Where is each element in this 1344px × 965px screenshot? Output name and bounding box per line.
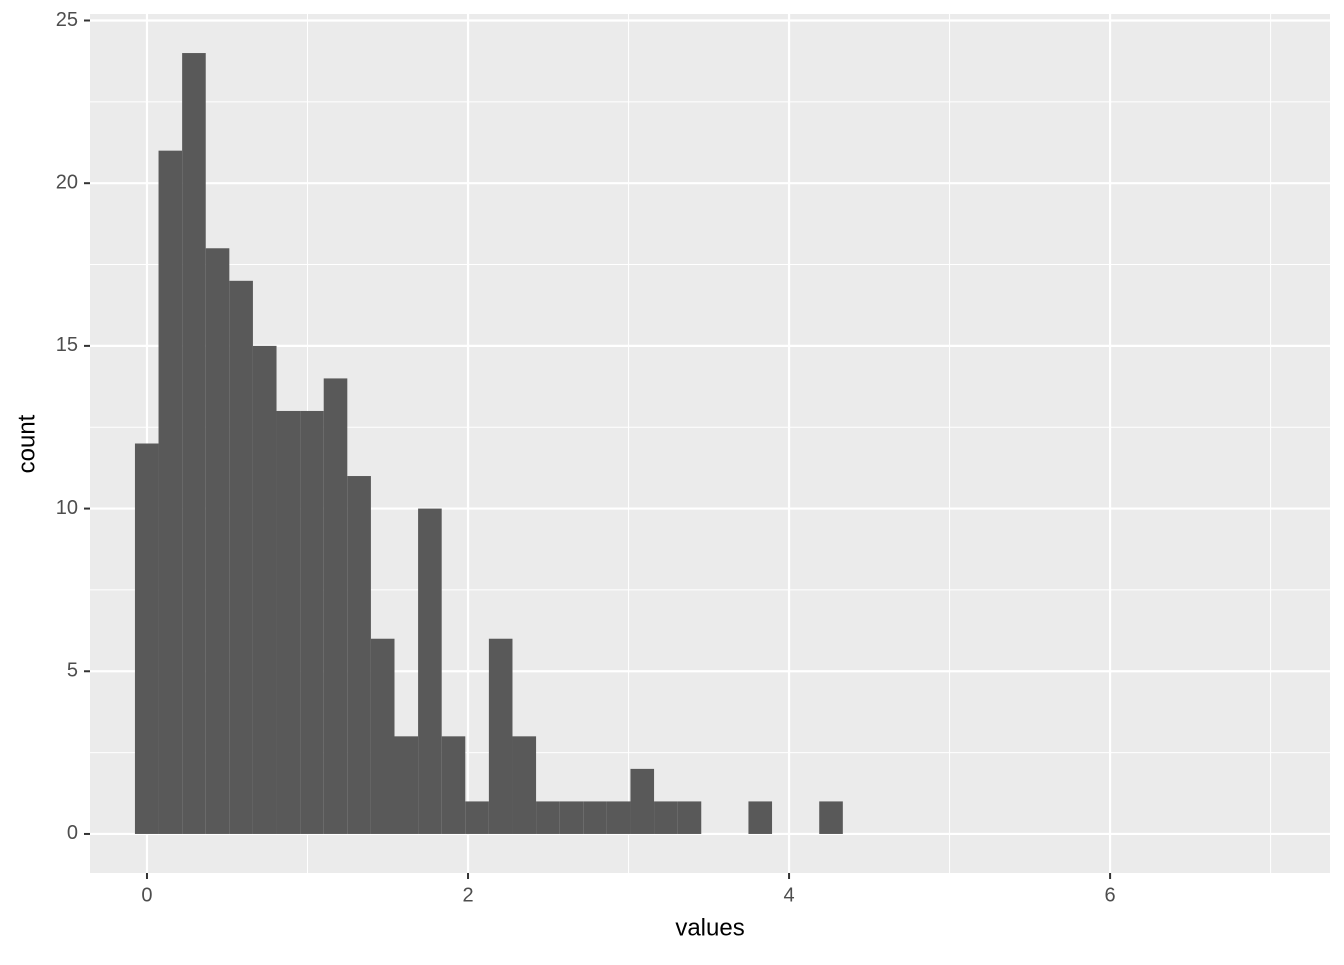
bar [158,150,183,834]
bar [252,345,277,834]
bar [276,410,301,834]
bar [347,476,371,834]
x-tick-label: 2 [462,884,473,906]
bar [418,508,442,834]
bar [323,378,348,834]
bar [441,736,466,834]
axes: 0 2 4 6 0 5 10 15 20 25 [56,9,1116,906]
y-tick-label: 5 [67,660,78,682]
bar [229,280,253,834]
bar [606,801,631,834]
bar [370,638,395,834]
bars [134,53,843,834]
bar [583,801,607,834]
bar [134,443,159,834]
x-tick-label: 6 [1105,884,1116,906]
bar [654,801,678,834]
bar [465,801,489,834]
x-tick-label: 4 [783,884,794,906]
y-tick-label: 0 [67,822,78,844]
x-axis-title: values [675,914,744,941]
bar [182,53,206,834]
bar [512,736,537,834]
bar [748,801,773,834]
bar [205,248,230,834]
y-tick-label: 10 [56,497,78,519]
y-axis-title: count [13,414,40,473]
bar [677,801,702,834]
bar [630,768,655,834]
bar [536,801,560,834]
bar [488,638,513,834]
bar [819,801,843,834]
y-tick-label: 15 [56,334,78,356]
bar [394,736,419,834]
bar [300,410,324,834]
x-tick-label: 0 [141,884,152,906]
bar [559,801,584,834]
y-tick-label: 25 [56,9,78,31]
y-tick-label: 20 [56,171,78,193]
